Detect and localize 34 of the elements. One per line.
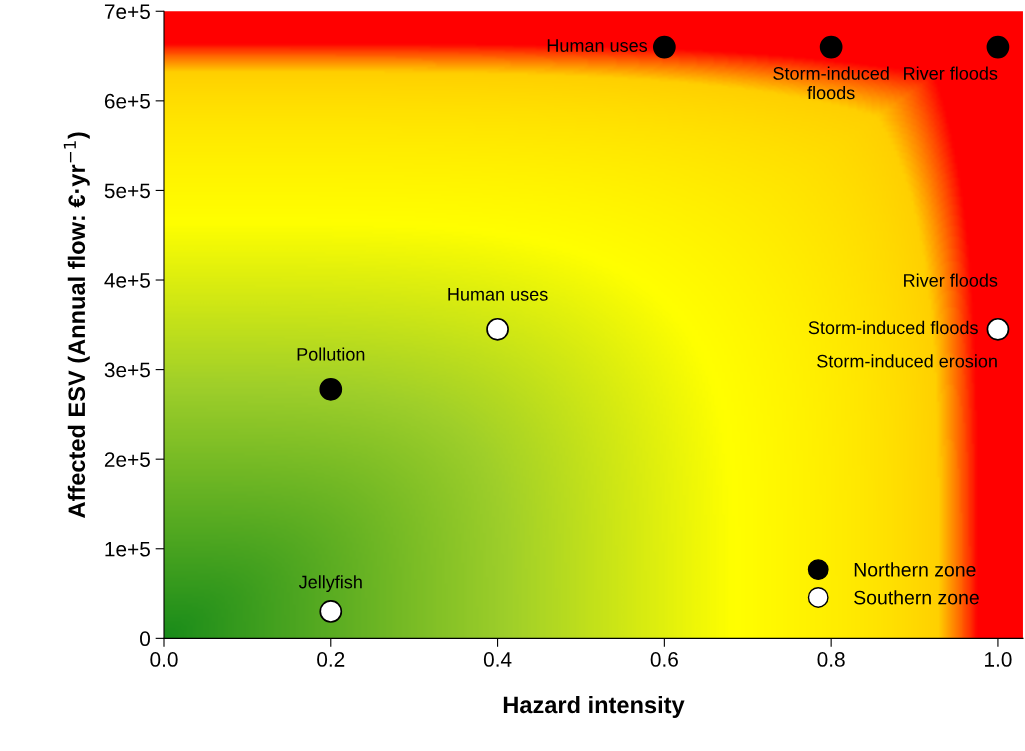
annotation: Human uses [547, 39, 648, 52]
x-tick-label: 0.2 [317, 652, 345, 667]
legend-label: Northern zone [854, 562, 976, 577]
x-tick-label: 0.0 [150, 652, 178, 667]
annotation: Pollution [297, 347, 365, 361]
point [819, 35, 843, 59]
point [319, 600, 343, 623]
x-tick-label: 0.4 [483, 652, 512, 667]
point [986, 35, 1010, 59]
point [652, 35, 676, 59]
annotation: River floods [904, 273, 998, 287]
y-axis-title: Affected ESV (Annual flow: €·yr$^{−1}$) [63, 132, 90, 518]
y-tick-label: 2e+5 [104, 452, 150, 467]
point [486, 317, 509, 341]
legend-label: Southern zone [854, 590, 979, 605]
annotation: River floods [904, 66, 998, 80]
x-tick-label: 0.6 [650, 652, 678, 667]
point [319, 377, 343, 401]
y-tick-label: 7e+5 [104, 4, 150, 20]
annotation: Jellyfish [298, 575, 362, 593]
point [986, 317, 1010, 341]
y-tick-label: 6e+5 [104, 93, 150, 109]
x-tick-label: 1.0 [985, 652, 1012, 667]
y-tick-label: 1e+5 [105, 541, 150, 557]
annotation: Storm-induced floods [808, 320, 978, 335]
annotation: Human uses [448, 288, 548, 301]
y-tick-label: 0 [140, 631, 150, 647]
x-axis-title: Hazard intensity [503, 695, 685, 718]
y-tick-label: 5e+5 [104, 183, 150, 199]
x-tick-label: 0.8 [817, 652, 845, 667]
annotation: Storm-induced floods [773, 66, 889, 100]
y-tick-label: 4e+5 [104, 273, 150, 288]
annotation: Storm-induced erosion [817, 354, 997, 368]
y-tick-label: 3e+5 [104, 362, 150, 378]
